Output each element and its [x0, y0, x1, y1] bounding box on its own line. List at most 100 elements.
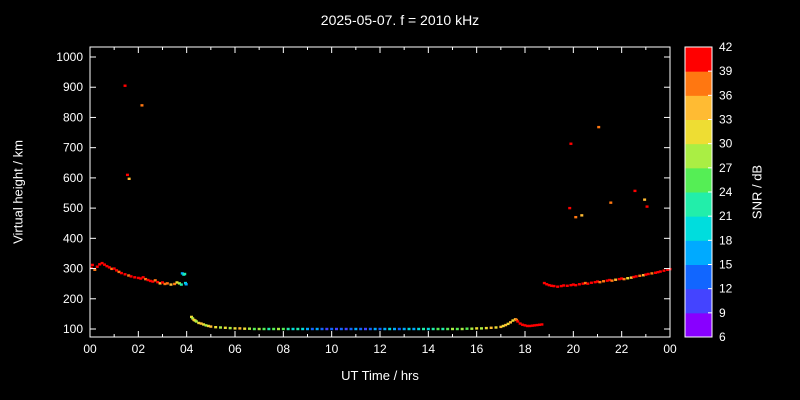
data-point	[325, 327, 329, 331]
data-point	[422, 327, 425, 331]
y-tick-label: 900	[63, 80, 83, 94]
data-point	[169, 283, 173, 286]
data-point	[530, 324, 534, 327]
data-point	[609, 201, 613, 204]
data-point	[499, 325, 503, 329]
x-tick-label: 16	[470, 342, 484, 356]
data-point	[315, 327, 319, 331]
data-point	[577, 283, 581, 286]
data-point	[569, 283, 573, 287]
y-tick-label: 1000	[56, 50, 83, 64]
x-tick-label: 12	[373, 342, 387, 356]
data-point	[179, 283, 183, 286]
data-point	[565, 284, 569, 287]
data-point	[562, 284, 566, 287]
data-point	[643, 198, 647, 201]
data-point	[658, 270, 662, 273]
data-point	[354, 327, 358, 331]
x-tick-label: 22	[615, 342, 629, 356]
data-point	[223, 326, 227, 329]
data-point	[626, 277, 630, 280]
data-point	[605, 279, 609, 282]
colorbar-tick-label: 21	[719, 209, 733, 223]
data-point	[545, 283, 549, 286]
data-point	[296, 327, 300, 331]
data-point	[633, 189, 637, 193]
data-point	[402, 327, 406, 331]
data-point	[110, 267, 114, 271]
x-tick-label: 08	[277, 342, 291, 356]
y-tick-label: 600	[63, 171, 83, 185]
colorbar-band	[685, 312, 712, 338]
data-point	[262, 327, 266, 331]
data-point	[516, 320, 520, 323]
data-point	[144, 277, 148, 281]
data-point	[243, 327, 247, 330]
colorbar-tick-label: 24	[719, 185, 733, 199]
data-point	[291, 327, 295, 331]
data-point	[608, 278, 612, 282]
data-point	[644, 273, 648, 276]
data-point	[617, 277, 621, 281]
data-point	[183, 272, 187, 276]
data-point	[412, 327, 416, 331]
y-tick-label: 200	[63, 292, 83, 306]
data-point	[511, 319, 515, 322]
data-point	[267, 327, 271, 331]
data-point	[494, 326, 498, 329]
data-point	[133, 276, 137, 279]
data-point	[89, 266, 93, 270]
x-tick-label: 10	[325, 342, 339, 356]
colorbar-tick-label: 6	[719, 330, 726, 344]
data-point	[538, 323, 541, 326]
data-point	[277, 327, 280, 331]
data-point	[586, 282, 590, 285]
data-point	[272, 327, 276, 331]
y-tick-label: 300	[63, 262, 83, 276]
data-point	[105, 264, 109, 268]
data-point	[650, 272, 654, 275]
data-point	[184, 283, 188, 286]
data-point	[504, 323, 508, 327]
data-point	[540, 323, 544, 326]
y-tick-label: 800	[63, 110, 83, 124]
colorbar-tick-label: 33	[719, 113, 733, 127]
x-tick-label: 00	[663, 342, 677, 356]
data-point	[556, 285, 560, 288]
x-tick-label: 18	[518, 342, 532, 356]
data-point	[489, 326, 493, 329]
data-point	[117, 270, 121, 274]
data-point	[465, 327, 469, 330]
data-point	[140, 104, 144, 107]
data-point	[645, 205, 649, 208]
data-point	[641, 274, 645, 277]
data-point	[518, 322, 522, 325]
data-point	[501, 324, 505, 328]
data-point	[197, 321, 201, 325]
colorbar-band	[685, 240, 712, 265]
y-tick-label: 700	[63, 141, 83, 155]
data-point	[151, 280, 155, 283]
data-point	[388, 327, 392, 331]
data-point	[515, 318, 519, 322]
data-point	[95, 265, 99, 268]
data-point	[662, 269, 666, 272]
y-tick-label: 500	[63, 201, 83, 215]
data-point	[629, 276, 633, 279]
data-point	[98, 263, 102, 266]
data-point	[597, 125, 601, 129]
colorbar-band	[685, 143, 712, 169]
data-point	[148, 279, 152, 283]
data-point	[654, 271, 657, 274]
data-point	[183, 281, 187, 285]
colorbar-tick-label: 30	[719, 137, 733, 151]
data-point	[646, 272, 650, 276]
data-point	[320, 327, 324, 331]
data-point	[475, 327, 479, 330]
colorbar-tick-label: 42	[719, 40, 733, 54]
data-point	[107, 266, 111, 269]
data-point	[165, 282, 169, 285]
data-point	[525, 324, 529, 328]
data-point	[383, 327, 387, 331]
